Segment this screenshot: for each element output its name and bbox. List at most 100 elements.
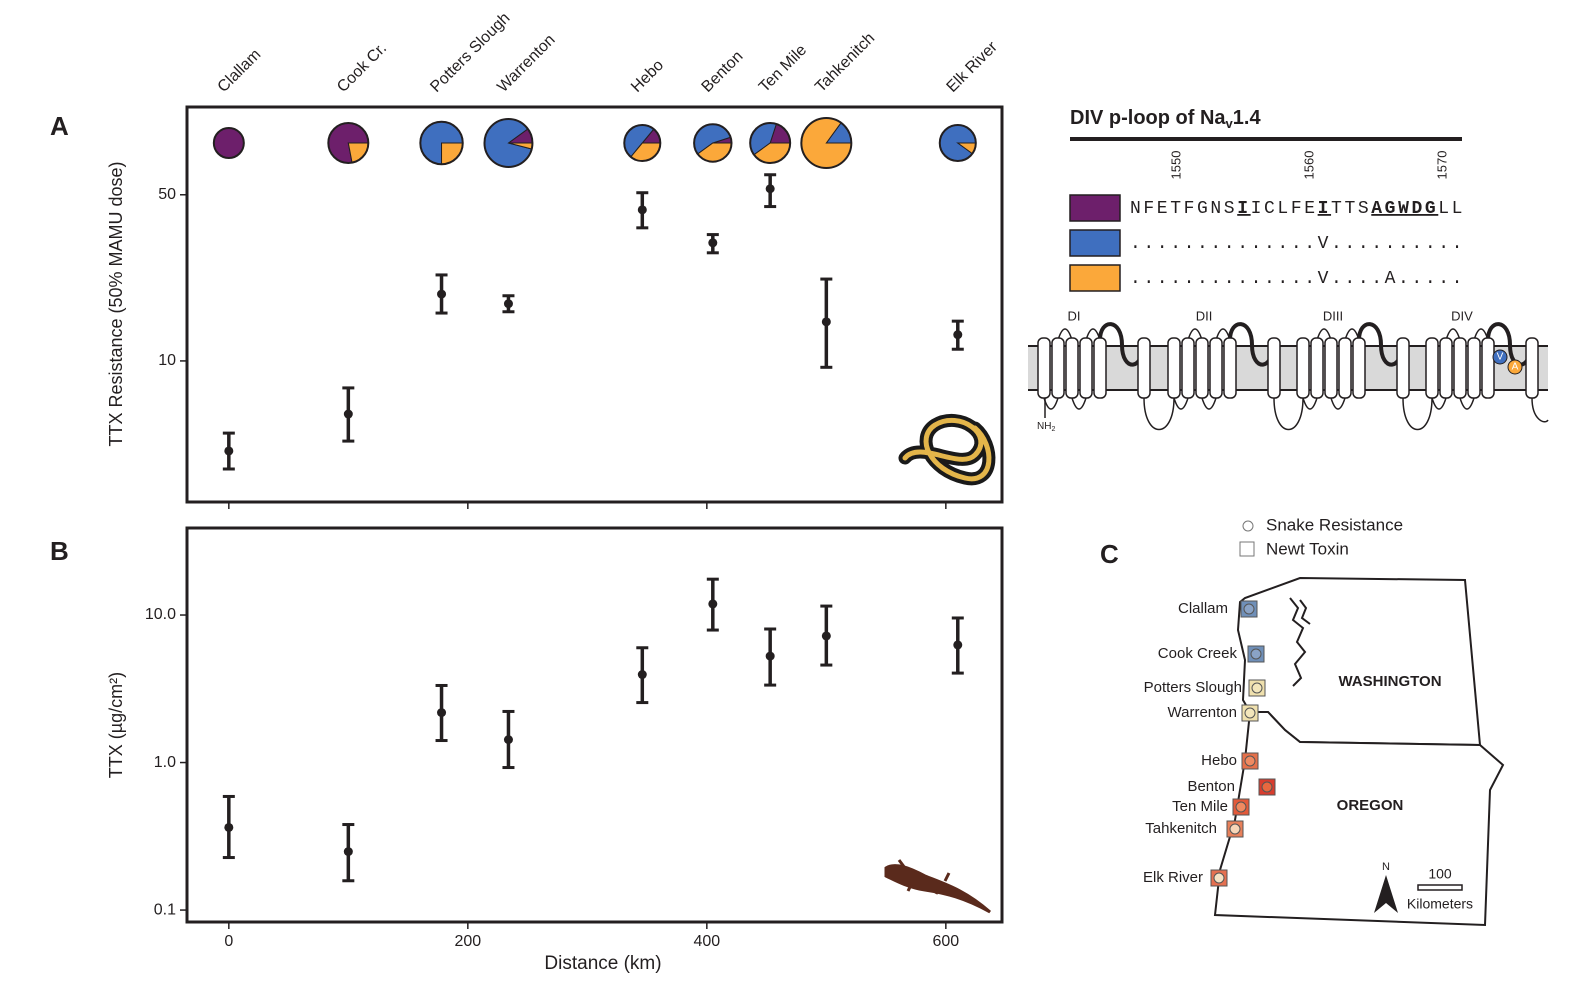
- helix: [1223, 337, 1237, 399]
- site-name: Clallam: [1178, 600, 1228, 617]
- pie-outline: [693, 123, 733, 163]
- loop: [1302, 397, 1318, 410]
- legend-symbol: [1242, 520, 1254, 532]
- x-axis-label: Distance (km): [544, 953, 661, 974]
- helix: [1324, 337, 1338, 399]
- mutation-marker: [1507, 359, 1523, 375]
- loop: [1043, 397, 1059, 410]
- point: [953, 640, 963, 650]
- point: [503, 735, 513, 745]
- point: [343, 847, 353, 857]
- residue-position: 1570: [1434, 151, 1449, 180]
- title-part: v: [1226, 116, 1234, 131]
- sequence-row: ..............V....A.....: [1130, 269, 1465, 289]
- pie-outline: [749, 122, 792, 164]
- x-tick-label: 400: [693, 933, 720, 950]
- allele-swatch: [1069, 264, 1121, 292]
- helix: [1209, 337, 1223, 399]
- sequence-title: DIV p-loop of Nav1.4: [1070, 107, 1261, 131]
- site-name: Potters Slough: [1144, 679, 1242, 696]
- y-axis-label: TTX (µg/cm²): [106, 672, 126, 778]
- terminus-label: NH2: [1037, 421, 1055, 433]
- legend-label: Snake Resistance: [1266, 515, 1403, 534]
- linker: [1143, 397, 1175, 430]
- domain-label: DIII: [1323, 308, 1343, 323]
- x-tick-label: 200: [454, 933, 481, 950]
- x-tick-label: 600: [932, 933, 959, 950]
- site-name: Benton: [1187, 778, 1235, 795]
- newt-image: [884, 859, 991, 914]
- site-name: Cook Creek: [1158, 645, 1238, 662]
- site-label: Elk River: [944, 38, 1002, 96]
- site-name: Elk River: [1143, 869, 1203, 886]
- site-name: Hebo: [1201, 752, 1237, 769]
- resistance-marker: [1261, 781, 1273, 793]
- site-label: Warrenton: [494, 31, 558, 95]
- point: [821, 317, 831, 327]
- helix: [1525, 337, 1539, 399]
- pie-outline: [212, 127, 245, 159]
- resistance-marker: [1244, 707, 1256, 719]
- pie-outline: [800, 117, 853, 169]
- loop: [1173, 397, 1189, 410]
- helix: [1296, 337, 1310, 399]
- point: [708, 238, 718, 248]
- x-tick-label: 0: [224, 933, 233, 950]
- sequence-segment: I: [1237, 199, 1250, 219]
- allele-swatch: [1069, 229, 1121, 257]
- point: [224, 446, 234, 456]
- helix: [1467, 337, 1481, 399]
- loop: [1201, 397, 1217, 410]
- point: [637, 205, 647, 215]
- point: [953, 330, 963, 340]
- helix: [1037, 337, 1051, 399]
- helix: [1396, 337, 1410, 399]
- mutation-marker: [1492, 349, 1508, 365]
- domain-label: DI: [1068, 308, 1081, 323]
- sequence-segment: ICLFE: [1251, 199, 1318, 219]
- sequence-row: ..............V..........: [1130, 234, 1465, 254]
- resistance-marker: [1235, 801, 1247, 813]
- scale-label: 100: [1428, 866, 1452, 882]
- helix: [1065, 337, 1079, 399]
- resistance-marker: [1244, 755, 1256, 767]
- residue-position: 1560: [1301, 151, 1316, 180]
- north-arrow: [1374, 875, 1398, 913]
- domain-label: DII: [1196, 308, 1213, 323]
- pie-slice: [213, 128, 244, 158]
- loop: [1187, 328, 1203, 341]
- helix: [1310, 337, 1324, 399]
- plot-frame: [185, 105, 1004, 504]
- site-label: Clallam: [215, 46, 265, 96]
- linker: [1402, 397, 1433, 430]
- puget-sound: [1289, 597, 1311, 687]
- snake-image: [898, 414, 996, 486]
- helix: [1453, 337, 1467, 399]
- pie-outline: [623, 123, 662, 163]
- terminus-part: NH: [1037, 421, 1051, 432]
- point: [637, 670, 647, 680]
- mutation-label: V: [1497, 352, 1504, 363]
- state-outline: [1213, 711, 1505, 927]
- point: [224, 822, 234, 832]
- north-label: N: [1382, 861, 1390, 873]
- point: [343, 409, 353, 419]
- loop: [1057, 328, 1073, 341]
- sequence-segment: I: [1318, 199, 1331, 219]
- loop: [1316, 328, 1332, 341]
- resistance-marker: [1250, 648, 1262, 660]
- scale-unit: Kilometers: [1407, 896, 1473, 912]
- helix: [1051, 337, 1065, 399]
- loop: [1071, 397, 1087, 410]
- site-label: Cook Cr.: [334, 40, 390, 96]
- title-part: 1.4: [1233, 107, 1262, 129]
- helix: [1425, 337, 1439, 399]
- sequence-row: NFETFGNSIICLFEITTSAGWDGLL: [1130, 199, 1465, 219]
- allele-swatch: [1069, 194, 1121, 222]
- point: [437, 708, 447, 718]
- sequence-segment: ..............V....A.....: [1130, 269, 1465, 289]
- scale-bar: [1417, 884, 1463, 891]
- y-tick-label: 10: [158, 352, 176, 369]
- loop: [1431, 397, 1447, 410]
- point: [765, 184, 775, 194]
